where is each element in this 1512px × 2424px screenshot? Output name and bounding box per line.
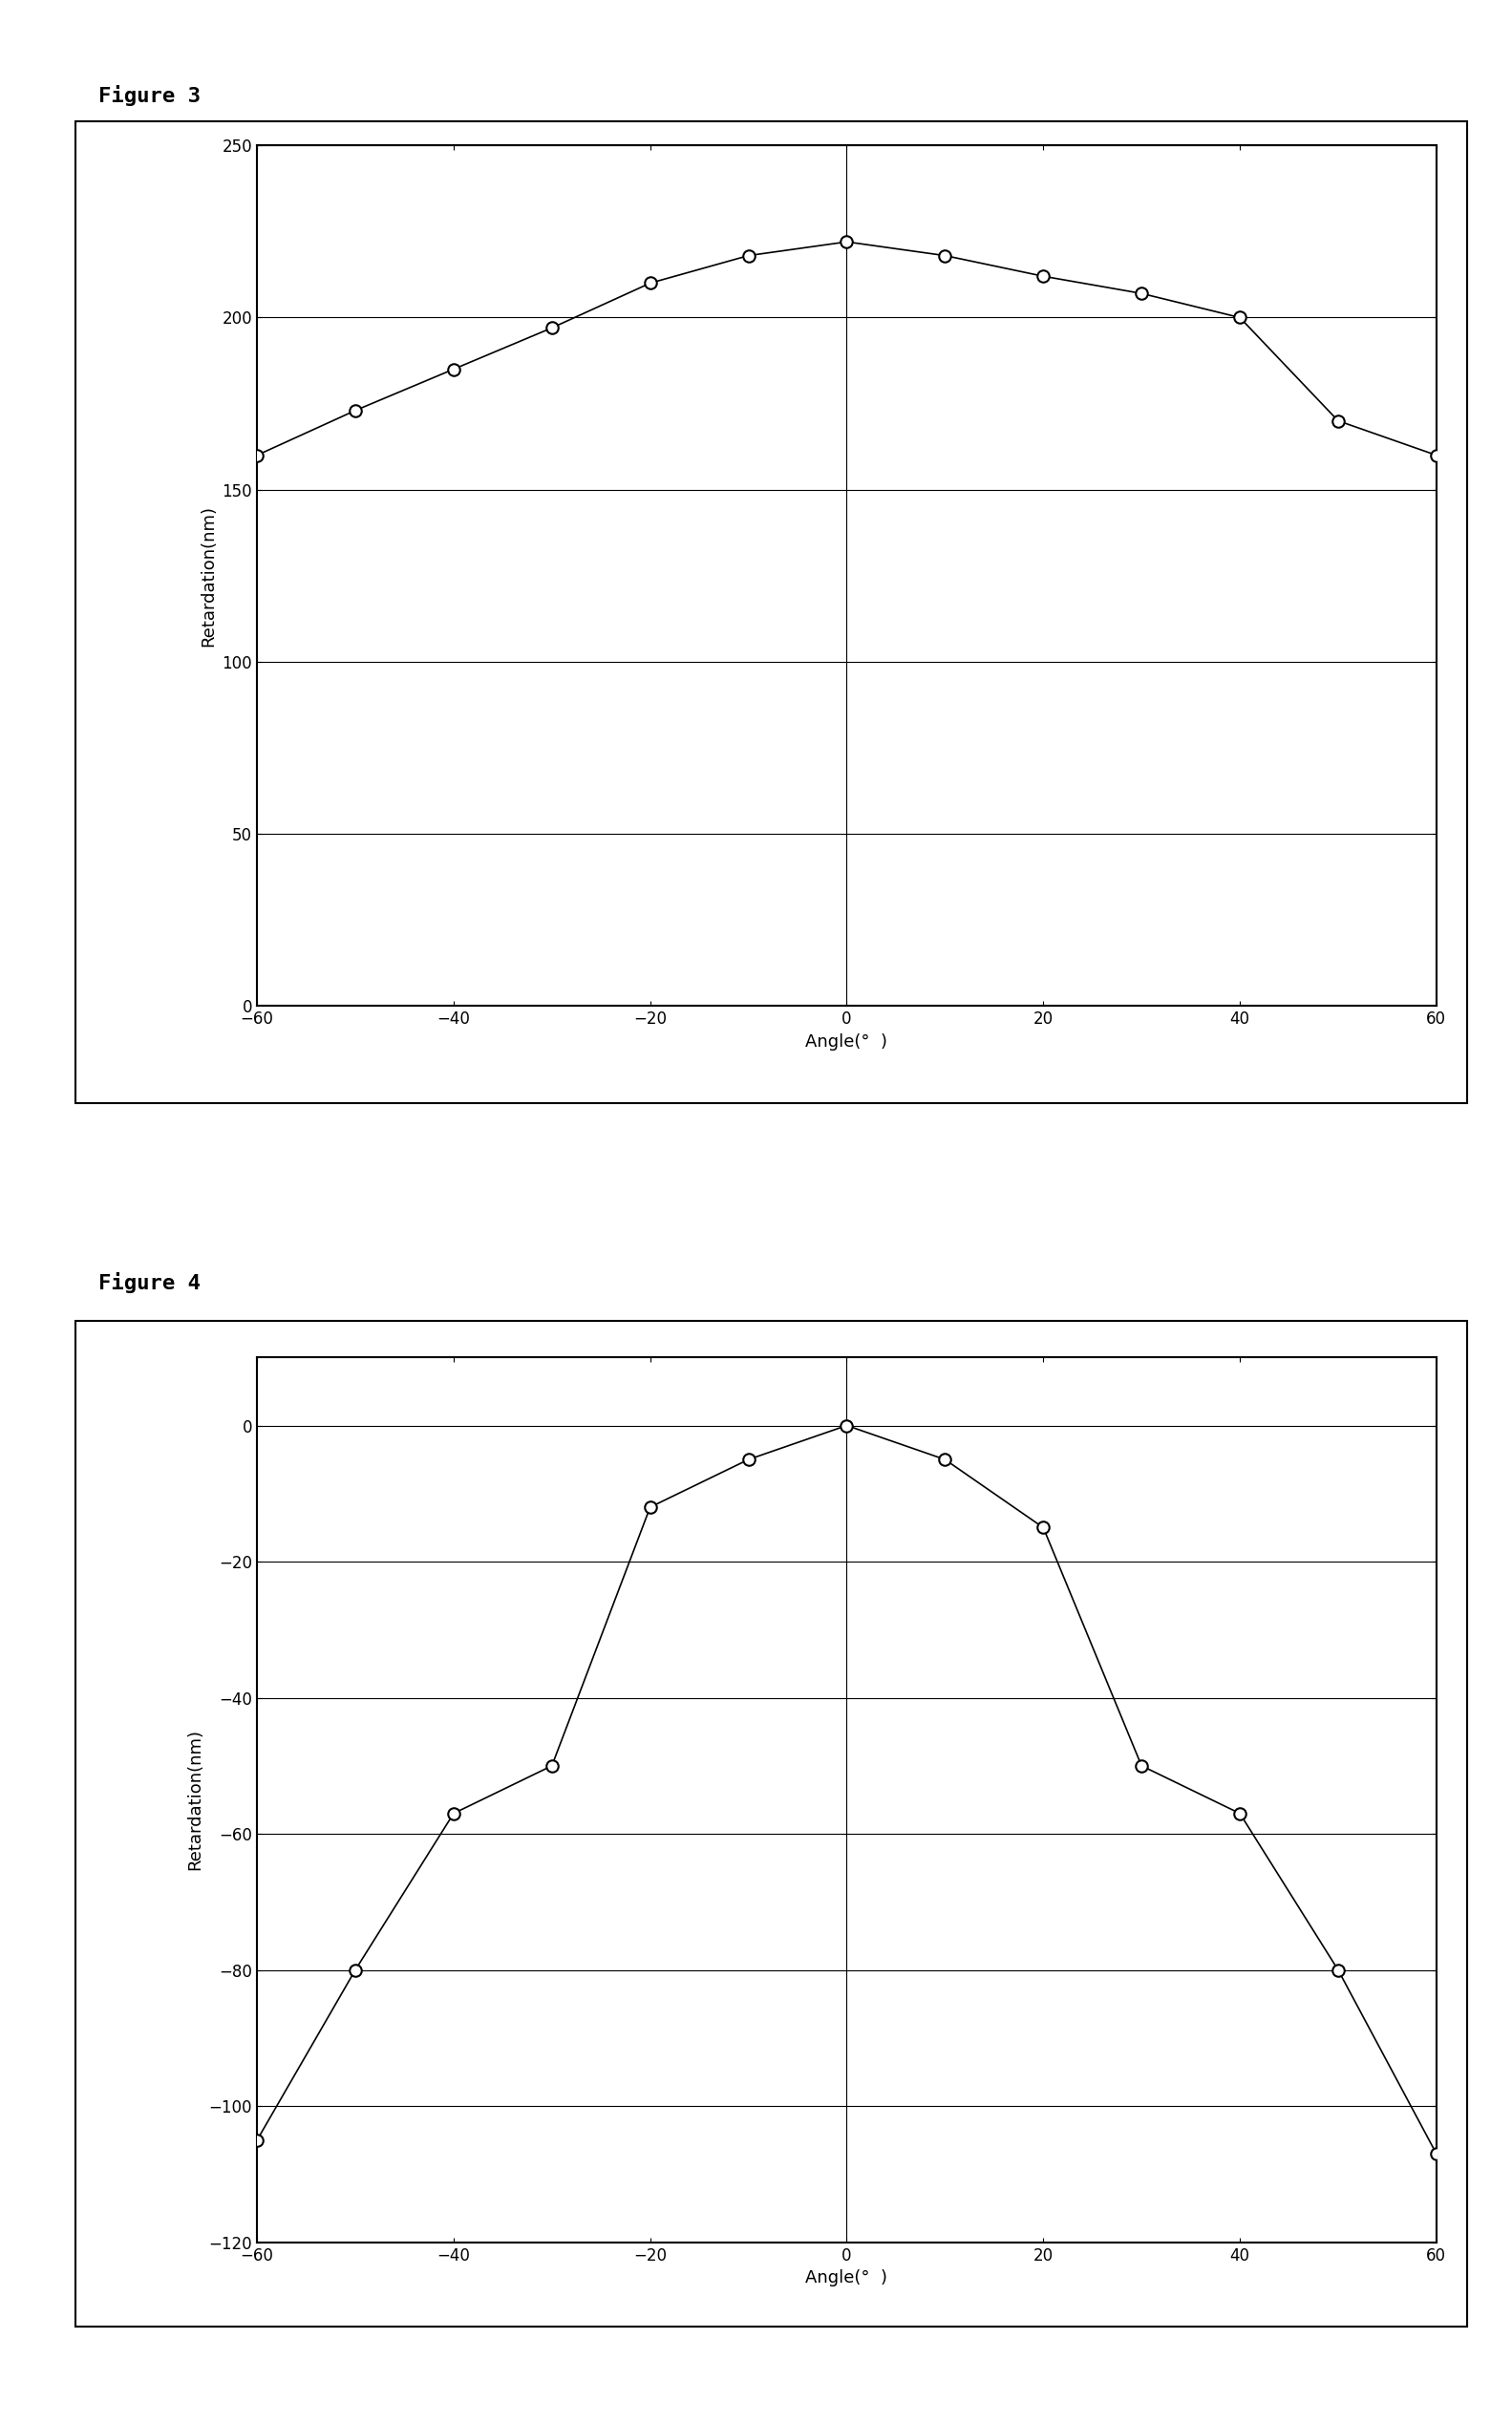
Text: Figure 3: Figure 3 [98, 85, 201, 107]
X-axis label: Angle(°  ): Angle(° ) [806, 1033, 888, 1050]
Y-axis label: Retardation(nm): Retardation(nm) [200, 504, 216, 647]
Y-axis label: Retardation(nm): Retardation(nm) [186, 1728, 204, 1871]
X-axis label: Angle(°  ): Angle(° ) [806, 2269, 888, 2286]
Text: Figure 4: Figure 4 [98, 1273, 201, 1294]
